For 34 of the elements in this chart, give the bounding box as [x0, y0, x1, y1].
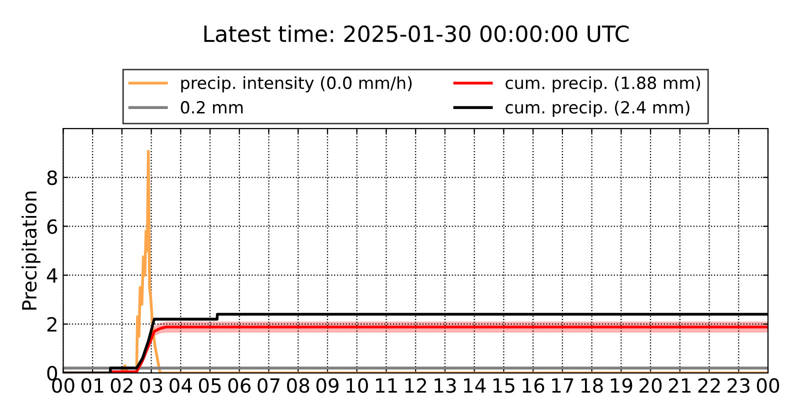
- x-tick-label: 06: [228, 378, 251, 393]
- x-tick-label: 04: [170, 378, 192, 393]
- y-tick-label: 4: [46, 268, 58, 283]
- legend-label: 0.2 mm: [180, 101, 243, 114]
- x-tick-label: 08: [287, 378, 310, 393]
- x-tick-label: 07: [258, 378, 280, 393]
- y-tick-label: 6: [47, 219, 58, 234]
- x-tick-label: 22: [698, 378, 720, 393]
- x-tick-label: 05: [198, 378, 221, 393]
- x-tick-label: 03: [140, 378, 162, 393]
- x-tick-label: 15: [493, 378, 514, 393]
- x-tick-label: 01: [81, 378, 104, 393]
- x-tick-label: 16: [522, 378, 544, 393]
- x-tick-label: 20: [640, 378, 662, 393]
- y-tick-label: 2: [47, 317, 56, 332]
- x-tick-label: 21: [668, 378, 690, 393]
- y-tick-label: 8: [47, 170, 58, 186]
- x-tick-label: 09: [316, 378, 339, 393]
- chart-title: Latest time: 2025-01-30 00:00:00 UTC: [204, 24, 629, 42]
- legend-label: cum. precip. (2.4 mm): [506, 100, 690, 117]
- y-axis-title: Precipitation: [22, 192, 40, 310]
- x-tick-label: 18: [582, 378, 603, 393]
- x-tick-label: 10: [346, 378, 368, 393]
- x-tick-label: 19: [610, 378, 632, 393]
- x-tick-label: 13: [434, 378, 456, 393]
- x-tick-label: 02: [110, 378, 132, 393]
- legend-label: cum. precip. (1.88 mm): [506, 76, 700, 92]
- x-tick-label: 14: [464, 378, 486, 393]
- x-tick-label: 11: [376, 378, 397, 393]
- x-tick-label: 00: [756, 378, 780, 393]
- x-tick-label: 17: [552, 378, 574, 393]
- x-tick-label: 12: [405, 378, 426, 393]
- x-tick-label: 23: [728, 378, 750, 393]
- legend-label: precip. intensity (0.0 mm/h): [181, 76, 412, 92]
